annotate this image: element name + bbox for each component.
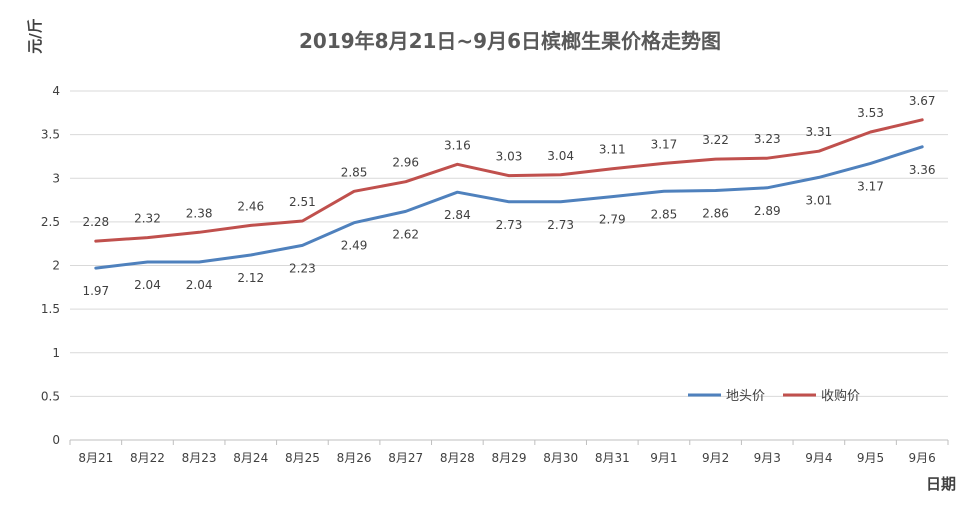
series-lines	[94, 118, 924, 270]
y-tick-label: 1	[52, 346, 60, 360]
data-label: 3.11	[599, 143, 626, 157]
x-tick-label: 8月24	[233, 451, 268, 465]
x-tick-label: 8月22	[130, 451, 165, 465]
data-label: 2.04	[134, 278, 161, 292]
data-label: 2.73	[496, 218, 523, 232]
data-label: 3.53	[857, 106, 884, 120]
x-tick-label: 8月28	[440, 451, 475, 465]
data-label: 2.73	[547, 218, 574, 232]
x-tick-label: 8月27	[388, 451, 423, 465]
x-tick-label: 8月26	[337, 451, 372, 465]
data-label: 2.84	[444, 208, 471, 222]
y-axis-ticks: 0 0.5 1 1.5 2 2.5 3 3.5 4	[41, 84, 60, 447]
data-label: 2.89	[754, 204, 781, 218]
x-tick-label: 8月21	[78, 451, 113, 465]
x-tick-label: 9月4	[805, 451, 832, 465]
y-tick-label: 4	[52, 84, 60, 98]
data-label: 2.85	[651, 207, 678, 221]
chart-title: 2019年8月21日~9月6日槟榔生果价格走势图	[299, 29, 721, 53]
data-label: 2.79	[599, 213, 626, 227]
data-label: 3.03	[496, 150, 523, 164]
data-label: 3.67	[909, 94, 936, 108]
data-label: 3.36	[909, 163, 936, 177]
data-label: 2.51	[289, 195, 316, 209]
data-label: 2.12	[237, 271, 264, 285]
y-tick-label: 0	[52, 433, 60, 447]
data-label: 3.31	[806, 125, 833, 139]
data-labels: 1.97 2.04 2.04 2.12 2.23 2.49 2.62 2.84 2.73 2.73…	[82, 94, 935, 298]
x-tick-label: 8月29	[492, 451, 527, 465]
series-line-0	[94, 145, 924, 270]
data-label: 2.04	[186, 278, 213, 292]
y-tick-label: 3.5	[41, 128, 60, 142]
series-line-1	[94, 118, 924, 243]
data-label: 3.22	[702, 133, 729, 147]
data-label: 2.96	[392, 156, 419, 170]
data-label: 2.28	[82, 215, 109, 229]
x-tick-label: 8月23	[182, 451, 217, 465]
x-axis-title: 日期	[926, 475, 956, 493]
y-tick-label: 3	[52, 171, 60, 185]
data-label: 3.01	[806, 193, 833, 207]
data-label: 3.17	[857, 179, 884, 193]
y-tick-label: 0.5	[41, 389, 60, 403]
data-label: 2.38	[186, 206, 213, 220]
data-label: 1.97	[82, 284, 109, 298]
x-tick-label: 8月31	[595, 451, 630, 465]
legend: 地头价 收购价	[688, 388, 860, 404]
y-axis-title: 元/斤	[26, 18, 44, 53]
data-label: 2.85	[341, 165, 368, 179]
x-tick-label: 9月5	[857, 451, 884, 465]
x-tick-label: 8月30	[543, 451, 578, 465]
x-tick-label: 8月25	[285, 451, 320, 465]
data-label: 2.86	[702, 206, 729, 220]
y-tick-label: 2.5	[41, 215, 60, 229]
legend-label: 地头价	[726, 389, 765, 404]
x-tick-label: 9月1	[650, 451, 677, 465]
x-tick-label: 9月6	[909, 451, 936, 465]
data-label: 3.16	[444, 138, 471, 152]
data-label: 2.23	[289, 261, 316, 275]
x-axis-ticks: 8月21 8月22 8月23 8月24 8月25 8月26 8月27 8月28 8月29 8月30…	[69, 440, 949, 465]
x-tick-label: 9月2	[702, 451, 729, 465]
legend-label: 收购价	[821, 388, 860, 404]
y-tick-label: 2	[52, 259, 60, 273]
data-label: 3.04	[547, 149, 574, 163]
gridlines	[70, 90, 948, 441]
data-label: 3.17	[651, 137, 678, 151]
x-tick-label: 9月3	[754, 451, 781, 465]
data-label: 2.49	[341, 239, 368, 253]
y-tick-label: 1.5	[41, 302, 60, 316]
data-label: 2.46	[237, 199, 264, 213]
data-label: 3.23	[754, 132, 781, 146]
data-label: 2.62	[392, 227, 419, 241]
data-label: 2.32	[134, 212, 161, 226]
